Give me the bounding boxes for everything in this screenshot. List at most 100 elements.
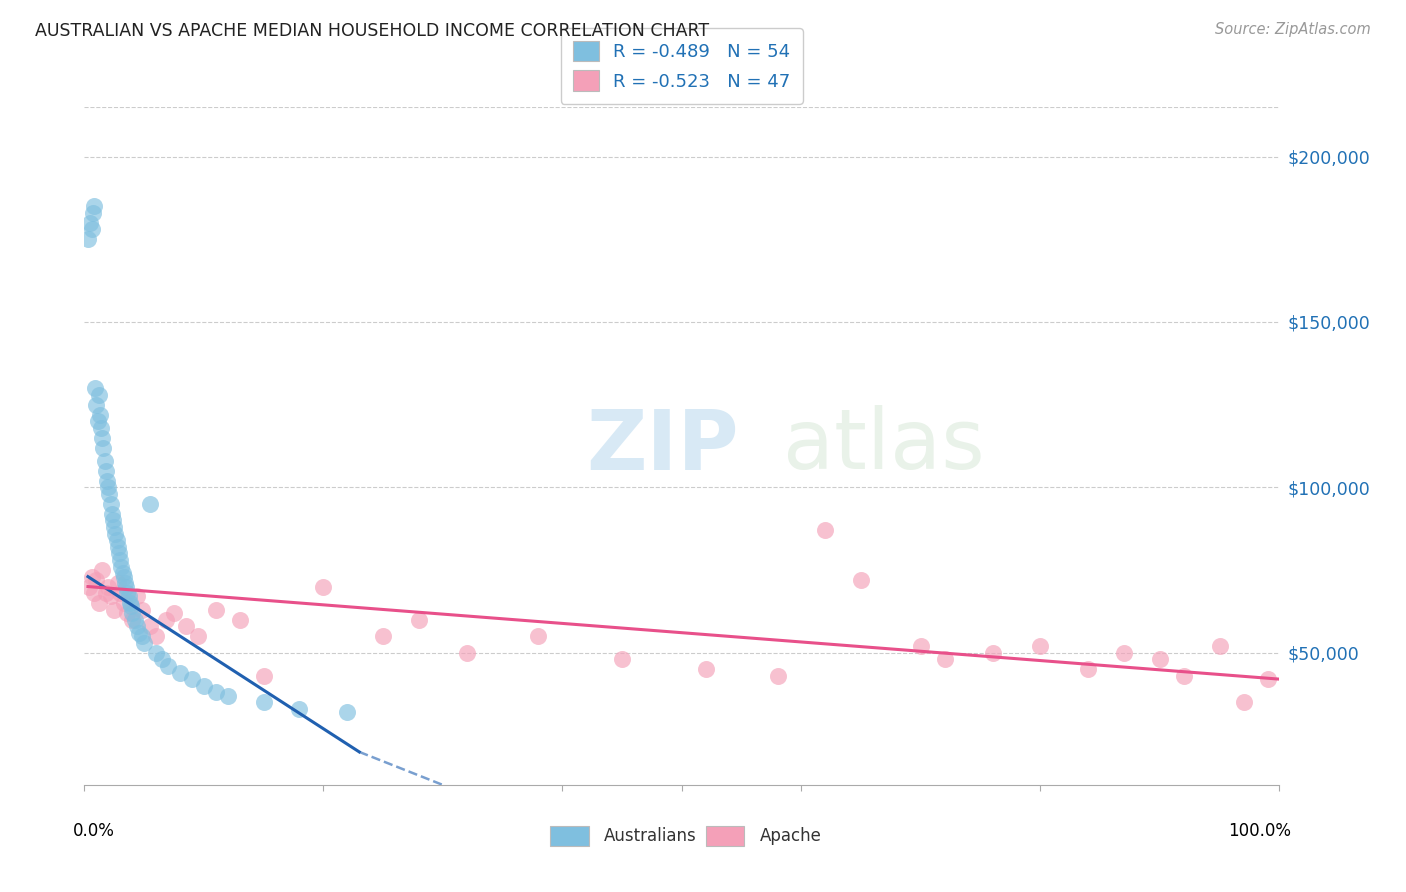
Point: [84, 381, 107, 395]
Point: [229, 613, 252, 627]
Point: [336, 705, 359, 719]
Point: [408, 613, 430, 627]
Point: [695, 662, 717, 676]
Point: [131, 629, 153, 643]
FancyBboxPatch shape: [706, 826, 744, 846]
Point: [253, 669, 276, 683]
Point: [96, 474, 118, 488]
Point: [80, 569, 103, 583]
Point: [456, 646, 478, 660]
Point: [981, 646, 1004, 660]
Point: [312, 580, 335, 594]
Point: [163, 606, 186, 620]
Point: [98, 487, 121, 501]
Point: [181, 672, 204, 686]
Point: [527, 629, 550, 643]
Text: Australians: Australians: [605, 827, 697, 845]
Legend: R = -0.489   N = 54, R = -0.523   N = 47: R = -0.489 N = 54, R = -0.523 N = 47: [561, 28, 803, 104]
Point: [1257, 672, 1279, 686]
Point: [80, 222, 103, 236]
Point: [82, 206, 104, 220]
Point: [217, 689, 239, 703]
Point: [1173, 669, 1195, 683]
Point: [187, 629, 209, 643]
Point: [97, 580, 120, 594]
Point: [108, 546, 131, 560]
Point: [94, 586, 117, 600]
Point: [87, 388, 110, 402]
Point: [1114, 646, 1136, 660]
Point: [104, 526, 127, 541]
Point: [83, 586, 105, 600]
Point: [114, 576, 136, 591]
Point: [79, 216, 101, 230]
Point: [87, 596, 110, 610]
Point: [193, 679, 215, 693]
Point: [766, 669, 789, 683]
Point: [97, 480, 120, 494]
Point: [107, 576, 129, 591]
Point: [373, 629, 395, 643]
Point: [145, 646, 167, 660]
Point: [101, 507, 124, 521]
Point: [121, 606, 143, 620]
Point: [174, 619, 197, 633]
Point: [132, 636, 156, 650]
Point: [91, 431, 114, 445]
Point: [124, 613, 146, 627]
Point: [1233, 695, 1256, 709]
Point: [86, 414, 108, 428]
Point: [115, 580, 138, 594]
Point: [112, 569, 135, 583]
Point: [125, 619, 148, 633]
Text: ZIP: ZIP: [586, 406, 738, 486]
Point: [1209, 639, 1232, 653]
Point: [100, 590, 122, 604]
Point: [139, 619, 162, 633]
Point: [103, 603, 125, 617]
Point: [1029, 639, 1052, 653]
Point: [169, 665, 191, 680]
Text: 100.0%: 100.0%: [1229, 822, 1292, 840]
Point: [150, 652, 173, 666]
Point: [89, 408, 111, 422]
Point: [139, 497, 162, 511]
Point: [77, 580, 100, 594]
Point: [77, 232, 100, 246]
FancyBboxPatch shape: [551, 826, 589, 846]
Point: [111, 566, 134, 581]
Point: [94, 464, 117, 478]
Point: [155, 613, 177, 627]
Point: [120, 599, 142, 614]
Point: [100, 497, 122, 511]
Point: [117, 590, 139, 604]
Point: [157, 659, 180, 673]
Point: [118, 596, 141, 610]
Point: [205, 603, 228, 617]
Point: [105, 533, 128, 548]
Point: [121, 613, 143, 627]
Point: [253, 695, 276, 709]
Point: [205, 685, 228, 699]
Point: [145, 629, 167, 643]
Point: [101, 513, 124, 527]
Text: AUSTRALIAN VS APACHE MEDIAN HOUSEHOLD INCOME CORRELATION CHART: AUSTRALIAN VS APACHE MEDIAN HOUSEHOLD IN…: [35, 22, 709, 40]
Point: [125, 590, 148, 604]
Point: [90, 421, 112, 435]
Point: [103, 520, 125, 534]
Point: [110, 559, 132, 574]
Point: [851, 573, 873, 587]
Point: [86, 573, 108, 587]
Point: [910, 639, 932, 653]
Point: [110, 553, 132, 567]
Point: [107, 540, 129, 554]
Point: [612, 652, 634, 666]
Point: [128, 625, 150, 640]
Point: [93, 441, 115, 455]
Point: [117, 606, 139, 620]
Point: [112, 596, 135, 610]
Point: [1077, 662, 1099, 676]
Text: atlas: atlas: [783, 406, 986, 486]
Text: Apache: Apache: [759, 827, 821, 845]
Point: [934, 652, 956, 666]
